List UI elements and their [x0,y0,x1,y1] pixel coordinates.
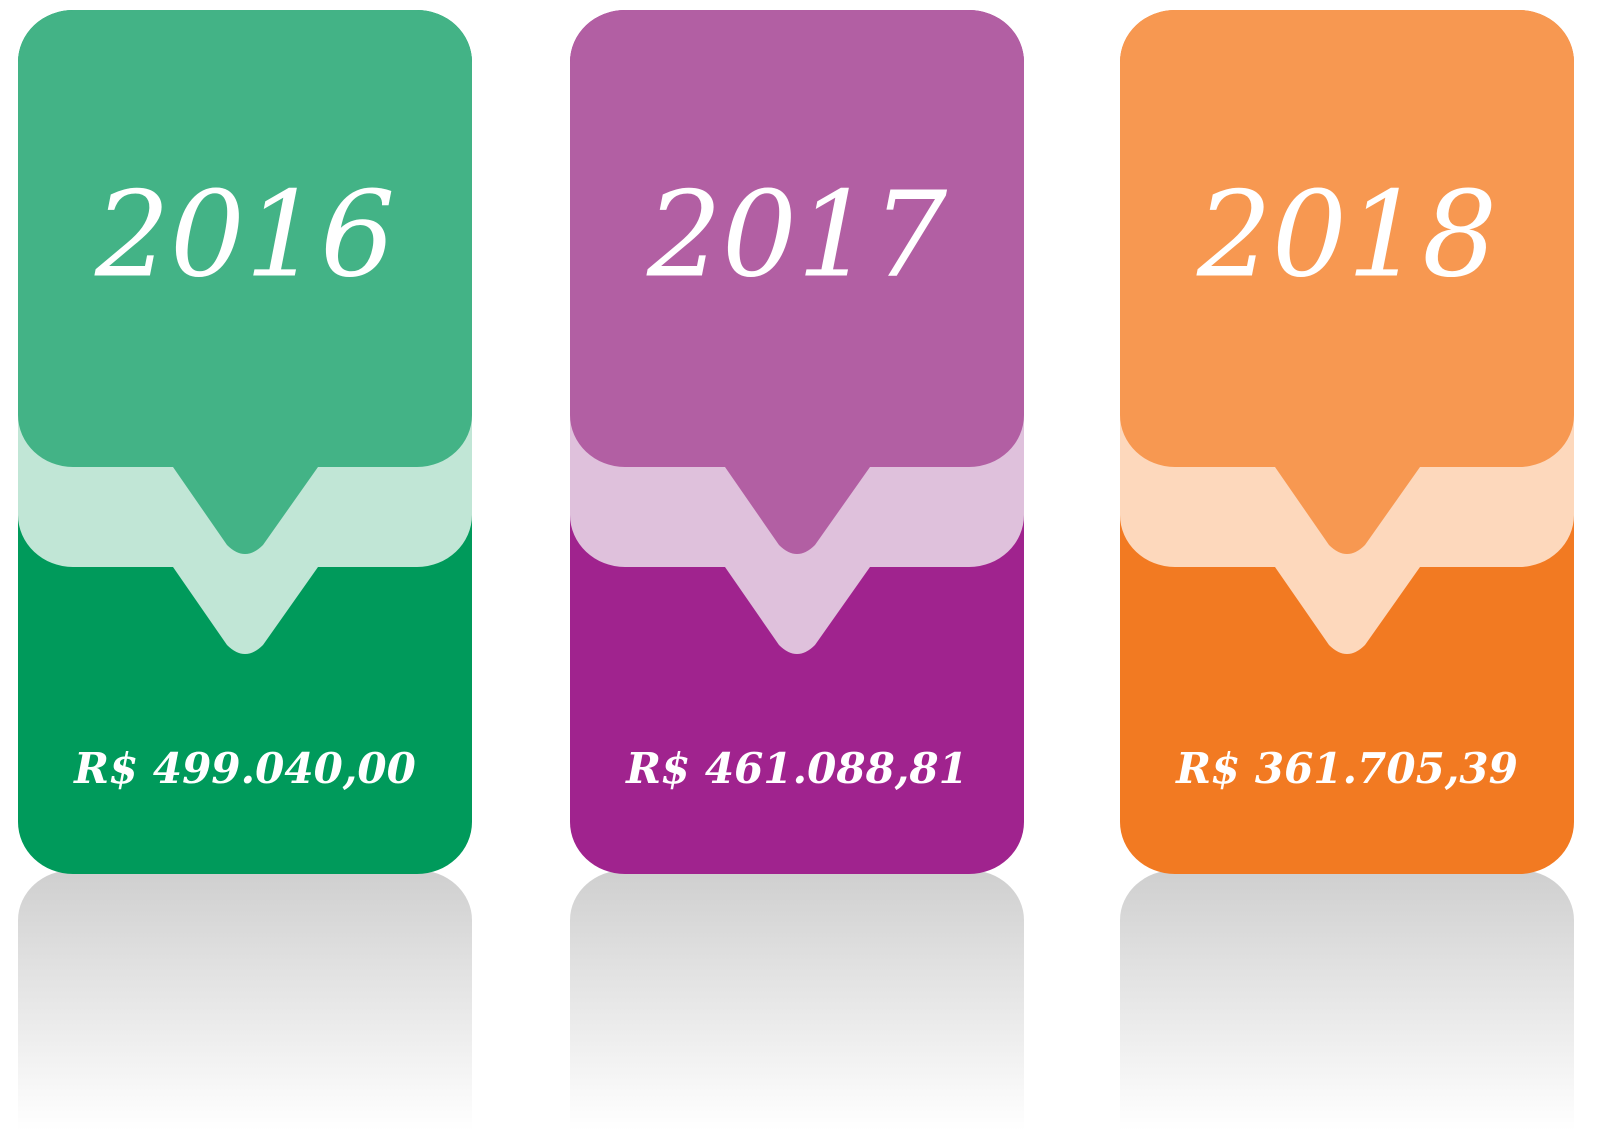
card-amount: R$ 361.705,39 [1175,744,1518,793]
card: 2018 R$ 361.705,39 [1120,10,1574,1131]
card-reflection [570,870,1024,1131]
card-amount: R$ 499.040,00 [73,744,416,793]
card-top [18,10,472,554]
card-year: 2018 [1196,166,1497,304]
card-year: 2017 [646,166,947,304]
card: 2016 R$ 499.040,00 [18,10,472,1131]
card-top [570,10,1024,554]
card-reflection [18,870,472,1131]
card-amount: R$ 461.088,81 [625,744,968,793]
card-top [1120,10,1574,554]
card-reflection [1120,870,1574,1131]
card-year: 2016 [94,166,395,304]
card: 2017 R$ 461.088,81 [570,10,1024,1131]
